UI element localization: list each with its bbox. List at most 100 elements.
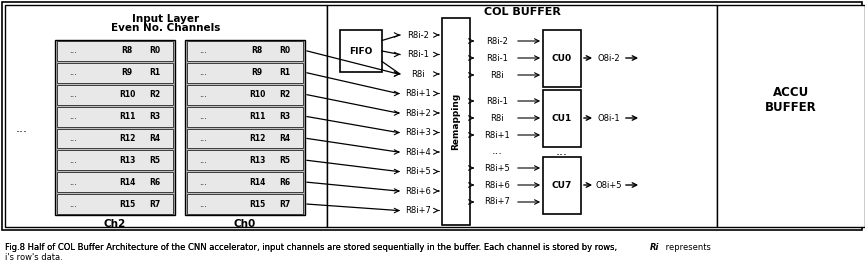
Text: R10: R10	[249, 90, 266, 99]
Text: R9: R9	[121, 68, 132, 77]
Text: R10: R10	[119, 90, 135, 99]
Text: Fig.8 Half of COL Buffer Architecture of the CNN accelerator, input channels are: Fig.8 Half of COL Buffer Architecture of…	[5, 243, 619, 252]
Text: R8i+7: R8i+7	[484, 197, 510, 207]
Text: R2: R2	[150, 90, 161, 99]
Text: R8: R8	[252, 46, 263, 55]
Text: R1: R1	[279, 68, 291, 77]
Text: ...: ...	[199, 68, 207, 77]
Text: R8i: R8i	[490, 113, 503, 123]
Text: R8i-1: R8i-1	[486, 53, 508, 62]
Text: R9: R9	[252, 68, 263, 77]
Text: CU0: CU0	[552, 53, 572, 62]
Bar	[187, 129, 303, 148]
Text: CU1: CU1	[552, 113, 572, 123]
Bar	[57, 129, 173, 148]
Text: Even No. Channels: Even No. Channels	[112, 23, 221, 33]
Text: R4: R4	[279, 134, 291, 143]
Bar	[57, 63, 173, 83]
Text: ...: ...	[69, 134, 77, 143]
Text: FIFO: FIFO	[349, 46, 373, 55]
Bar	[57, 41, 173, 61]
Text: ...: ...	[69, 68, 77, 77]
Bar	[185, 40, 305, 215]
Text: R8i-2: R8i-2	[407, 31, 429, 39]
Text: R7: R7	[279, 200, 291, 209]
Text: ACCU
BUFFER: ACCU BUFFER	[766, 86, 817, 114]
Bar	[187, 85, 303, 105]
Text: R7: R7	[150, 200, 161, 209]
Text: R14: R14	[119, 178, 135, 187]
Text: COL BUFFER: COL BUFFER	[484, 7, 561, 17]
Text: R8i+2: R8i+2	[405, 109, 431, 118]
Text: R8i-1: R8i-1	[407, 50, 429, 59]
Text: ...: ...	[69, 156, 77, 165]
Text: R8i+4: R8i+4	[405, 148, 431, 157]
Bar	[57, 172, 173, 192]
Bar	[187, 63, 303, 83]
Bar	[187, 41, 303, 61]
Text: R6: R6	[279, 178, 291, 187]
Bar	[717, 5, 865, 227]
Text: R11: R11	[119, 112, 135, 121]
Text: Ch2: Ch2	[104, 219, 126, 229]
Text: ...: ...	[199, 46, 207, 55]
Text: R15: R15	[249, 200, 266, 209]
Text: R8i: R8i	[411, 69, 425, 78]
Text: R0: R0	[150, 46, 161, 55]
Text: R15: R15	[119, 200, 135, 209]
Text: ...: ...	[69, 46, 77, 55]
Text: R1: R1	[150, 68, 161, 77]
Bar	[187, 150, 303, 170]
Text: R8i: R8i	[490, 71, 503, 80]
Bar	[55, 40, 175, 215]
Text: ...: ...	[199, 178, 207, 187]
Bar	[327, 5, 717, 227]
Text: R8i+1: R8i+1	[484, 130, 509, 139]
Bar	[340, 30, 382, 72]
Text: Fig.8 Half of COL Buffer Architecture of the CNN accelerator, input channels are: Fig.8 Half of COL Buffer Architecture of…	[5, 243, 619, 252]
Text: ...: ...	[69, 200, 77, 209]
Text: ...: ...	[491, 146, 503, 156]
Text: R8i+5: R8i+5	[405, 167, 431, 176]
Text: R12: R12	[249, 134, 266, 143]
Text: R13: R13	[119, 156, 135, 165]
Text: represents: represents	[663, 243, 711, 252]
Text: R8: R8	[121, 46, 132, 55]
Text: R3: R3	[279, 112, 291, 121]
Text: R8i+7: R8i+7	[405, 206, 431, 215]
Bar	[2, 2, 862, 230]
Bar	[57, 85, 173, 105]
Text: ...: ...	[199, 134, 207, 143]
Text: O8i-2: O8i-2	[598, 53, 620, 62]
Text: R8i-2: R8i-2	[486, 36, 508, 46]
Text: Remapping: Remapping	[452, 93, 460, 150]
Bar	[5, 5, 327, 227]
Text: R8i+6: R8i+6	[484, 181, 510, 190]
Text: R8i+6: R8i+6	[405, 186, 431, 195]
Bar	[57, 194, 173, 214]
Text: R14: R14	[249, 178, 266, 187]
Text: R8i+5: R8i+5	[484, 164, 509, 172]
Bar	[187, 172, 303, 192]
Text: R5: R5	[150, 156, 161, 165]
Bar	[442, 18, 470, 225]
Text: Ri: Ri	[650, 243, 659, 252]
Text: ...: ...	[69, 90, 77, 99]
Text: R0: R0	[279, 46, 291, 55]
Text: ...: ...	[69, 178, 77, 187]
Text: R8i-1: R8i-1	[486, 97, 508, 106]
Text: Input Layer: Input Layer	[132, 14, 200, 24]
Text: R8i+1: R8i+1	[405, 89, 431, 98]
Bar	[543, 90, 581, 146]
Text: O8i-1: O8i-1	[598, 113, 620, 123]
Text: ...: ...	[16, 122, 28, 134]
Text: i's row's data.: i's row's data.	[5, 253, 63, 262]
Text: R5: R5	[279, 156, 291, 165]
Text: CU7: CU7	[552, 181, 572, 190]
Text: R2: R2	[279, 90, 291, 99]
Text: R12: R12	[119, 134, 135, 143]
Text: Ch0: Ch0	[234, 219, 256, 229]
Text: ...: ...	[199, 112, 207, 121]
Bar	[543, 157, 581, 214]
Text: R11: R11	[249, 112, 266, 121]
